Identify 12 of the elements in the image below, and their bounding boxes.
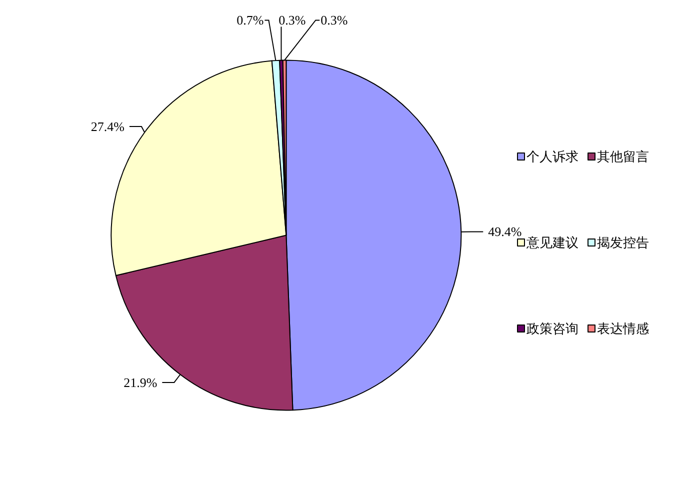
data-label: 0.3% [320,12,348,28]
data-label: 49.4% [488,224,522,240]
data-label: 0.7% [236,12,264,28]
legend-label: 政策咨询 [526,321,578,336]
data-label: 0.3% [278,12,306,28]
legend-label: 表达情感 [597,321,649,336]
legend-label: 揭发控告 [597,235,649,250]
legend-label: 其他留言 [597,149,649,164]
legend-label: 意见建议 [526,235,578,250]
data-label: 21.9% [124,374,158,390]
data-label: 27.4% [90,118,125,134]
legend-label: 个人诉求 [526,149,578,164]
